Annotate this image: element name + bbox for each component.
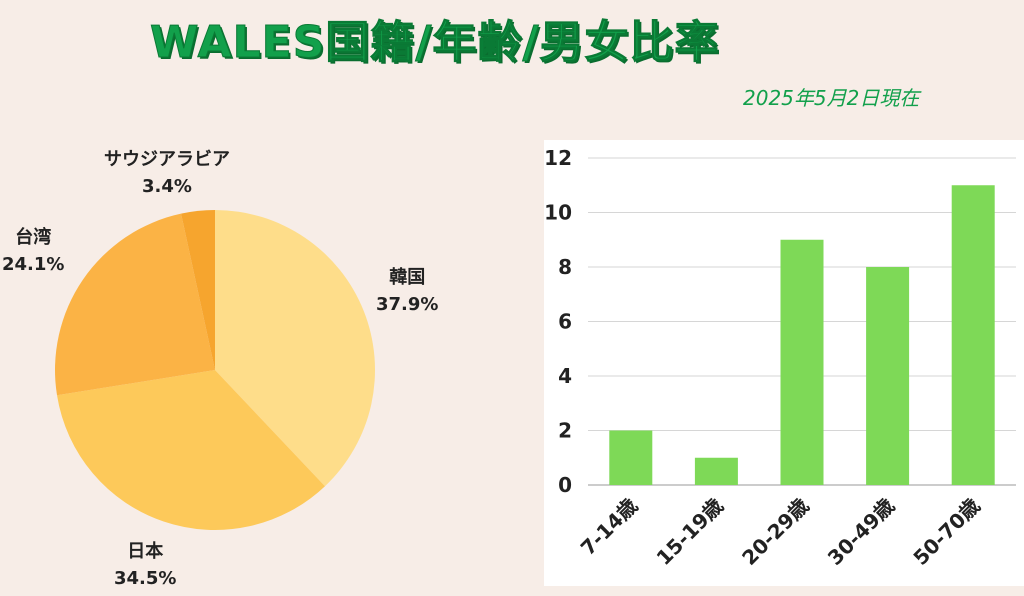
y-tick-label: 0 (558, 473, 572, 497)
date-note: 2025年5月2日現在 (743, 86, 920, 110)
y-tick-label: 10 (544, 201, 572, 225)
slice-name: 台湾 (15, 227, 52, 248)
y-tick-label: 2 (558, 419, 572, 443)
bar-2 (780, 239, 824, 485)
pie-label-korea: 韓国 37.9% (376, 264, 438, 318)
bar-svg: 0 2 4 6 8 10 12 7-14歳 15-19歳 20-29歳 30-49歳 50-70歳 (544, 146, 1016, 570)
page-title: WALES国籍/年齢/男女比率 (150, 17, 720, 69)
pie-slice-1 (57, 370, 325, 530)
x-tick-label: 7-14歳 (576, 494, 643, 561)
bar-1 (694, 457, 738, 485)
slice-name: 韓国 (389, 267, 426, 288)
x-tick-label: 50-70歳 (908, 494, 984, 570)
x-tick-label: 30-49歳 (823, 494, 899, 570)
pie-slice-3 (181, 210, 215, 370)
y-tick-label: 12 (544, 146, 572, 170)
pie-label-japan: 日本 34.5% (114, 538, 176, 592)
y-tick-label: 8 (558, 255, 572, 279)
age-bar-chart: 0 2 4 6 8 10 12 7-14歳 15-19歳 20-29歳 30-49歳 50-70歳 (544, 140, 1024, 586)
y-tick-label: 6 (558, 310, 572, 334)
bar-0 (609, 430, 653, 485)
bar-3 (866, 267, 910, 485)
y-tick-label: 4 (558, 364, 572, 388)
pie-label-taiwan: 台湾 24.1% (2, 224, 64, 278)
slice-name: サウジアラビア (104, 149, 230, 170)
pie-label-saudi: サウジアラビア 3.4% (104, 146, 230, 200)
slice-percent: 3.4% (142, 176, 192, 197)
x-tick-label: 20-29歳 (737, 494, 813, 570)
slice-name: 日本 (127, 541, 164, 562)
slice-percent: 37.9% (376, 294, 439, 315)
slice-percent: 24.1% (2, 254, 65, 275)
pie-slice-0 (215, 210, 375, 487)
pie-slice-2 (55, 213, 216, 396)
pie-svg (55, 210, 375, 530)
bar-4 (951, 185, 995, 485)
x-tick-label: 15-19歳 (652, 494, 728, 570)
nationality-pie-chart: 韓国 37.9% 日本 34.5% 台湾 24.1% サウジアラビア 3.4% (0, 130, 520, 592)
slice-percent: 34.5% (114, 568, 177, 589)
